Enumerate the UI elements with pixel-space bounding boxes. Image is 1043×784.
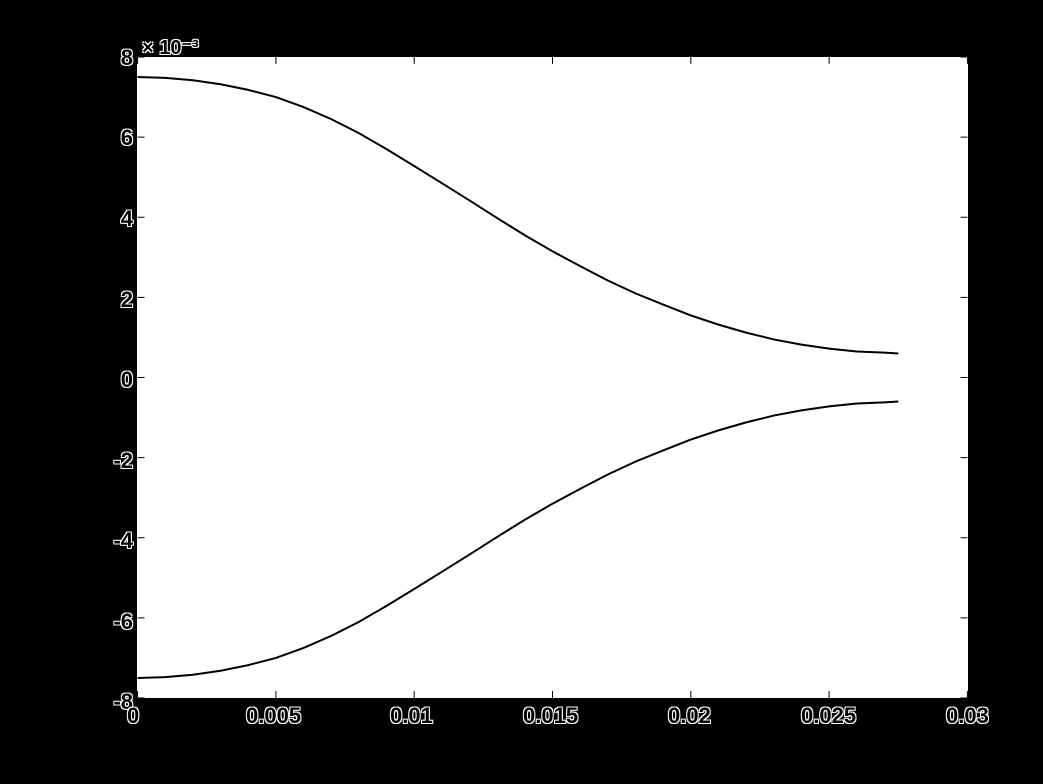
x-tick-label: 0.01 <box>390 703 433 729</box>
x-tick-label: 0.03 <box>946 703 989 729</box>
y-tick-label: 4 <box>121 206 133 232</box>
y-tick-label: 6 <box>121 125 133 151</box>
x-tick-label: 0 <box>127 703 139 729</box>
series-lower_curve <box>138 402 899 678</box>
y-tick-label: 8 <box>121 45 133 71</box>
x-tick-label: 0.02 <box>668 703 711 729</box>
y-axis-exponent: × 10⁻³ <box>142 35 199 60</box>
x-tick-label: 0.025 <box>801 703 856 729</box>
y-tick-label: -6 <box>113 609 133 635</box>
chart-svg <box>137 57 968 698</box>
plot-area <box>135 55 970 700</box>
series-lines <box>137 57 968 698</box>
x-tick-label: 0.015 <box>523 703 578 729</box>
y-tick-label: -2 <box>113 448 133 474</box>
y-tick-label: -4 <box>113 528 133 554</box>
x-tick-label: 0.005 <box>246 703 301 729</box>
y-tick-label: 0 <box>121 367 133 393</box>
series-upper_curve <box>138 77 899 353</box>
y-tick-label: 2 <box>121 287 133 313</box>
